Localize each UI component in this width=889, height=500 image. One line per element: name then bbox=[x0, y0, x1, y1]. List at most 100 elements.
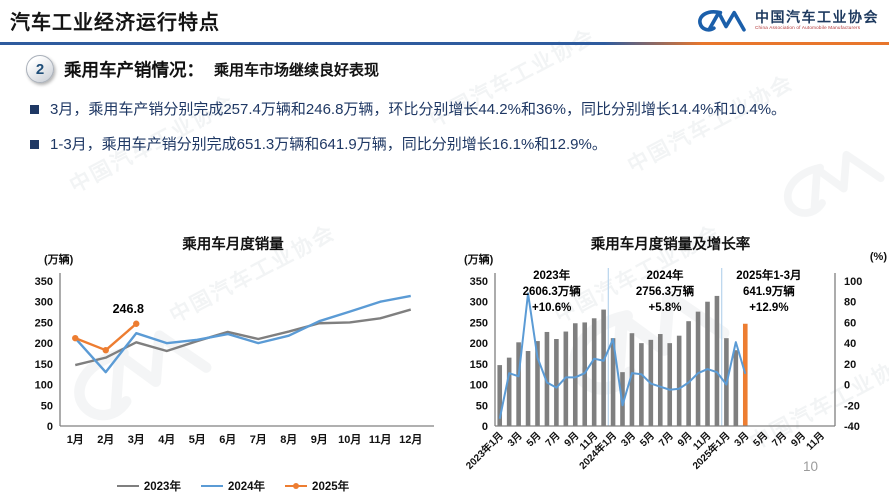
logo-org-name-en: China Association of Automobile Manufact… bbox=[755, 25, 861, 31]
x-tick-label: 7月 bbox=[770, 430, 789, 449]
sales-bar bbox=[657, 334, 663, 426]
left-y-tick-label: 200 bbox=[470, 338, 488, 350]
legend-item: 2024年 bbox=[200, 478, 266, 494]
left-y-tick-label: 0 bbox=[482, 421, 488, 433]
bullet-text: 1-3月，乘用车产销分别完成651.3万辆和641.9万辆，同比分别增长16.1… bbox=[50, 135, 607, 153]
x-tick-label: 11月 bbox=[369, 433, 392, 446]
x-tick-label: 3月 bbox=[128, 433, 145, 446]
x-tick-label: 3月 bbox=[619, 430, 638, 449]
x-tick-label: 9月 bbox=[311, 433, 328, 446]
series-marker bbox=[72, 334, 79, 342]
x-tick-label: 4月 bbox=[158, 433, 175, 446]
monthly-sales-plot: 0 50 100 150 200 250 300 350 1月 2月 3月 4月 5月 6月 7月 8月 9月 1… bbox=[35, 273, 434, 446]
bullet-square-icon bbox=[30, 105, 39, 114]
cm-logo-icon bbox=[698, 9, 746, 32]
left-y-tick-label: 350 bbox=[470, 276, 488, 288]
right-y-tick-label: -20 bbox=[844, 400, 860, 412]
sales-bar bbox=[506, 357, 512, 426]
x-tick-label: 11月 bbox=[804, 430, 827, 453]
y-tick-label: 200 bbox=[35, 338, 53, 350]
x-tick-label: 1月 bbox=[67, 433, 84, 446]
chart-monthly-sales: 乘用车月度销量 (万辆) 0 50 100 150 200 250 300 350 1月 2月 3月… bbox=[20, 228, 446, 498]
series-marker bbox=[102, 346, 109, 354]
monthly-sales-legend: 2023年 2024年 2025年 bbox=[20, 478, 446, 494]
legend-label: 2023年 bbox=[143, 481, 181, 493]
y-axis-unit-label: (万辆) bbox=[44, 254, 74, 266]
sales-bar bbox=[705, 301, 710, 426]
right-y-tick-label: -40 bbox=[844, 421, 860, 433]
right-y-tick-label: 100 bbox=[844, 276, 862, 288]
right-y-tick-label: 40 bbox=[844, 338, 856, 350]
y-tick-label: 300 bbox=[35, 297, 53, 309]
x-tick-label: 8月 bbox=[280, 433, 297, 446]
year-summary-annotation: 2025年1-3月 641.9万辆+12.9% bbox=[736, 268, 801, 314]
x-tick-label: 7月 bbox=[656, 430, 675, 449]
y-tick-label: 50 bbox=[41, 400, 53, 412]
series-marker bbox=[133, 320, 140, 327]
x-tick-label: 2023年1月 bbox=[463, 429, 506, 472]
y-tick-label: 250 bbox=[35, 317, 53, 329]
y-tick-label: 100 bbox=[35, 380, 53, 392]
sales-bar bbox=[742, 323, 748, 426]
left-y-tick-label: 50 bbox=[476, 400, 488, 412]
x-tick-label: 5月 bbox=[751, 430, 770, 449]
chart-title: 乘用车月度销量及增长率 bbox=[590, 237, 751, 253]
sales-bar bbox=[554, 339, 559, 426]
sales-bar bbox=[639, 343, 644, 426]
sales-bar bbox=[601, 309, 606, 426]
sales-bar bbox=[667, 343, 673, 426]
chart-sales-and-growth: 乘用车月度销量及增长率 (万辆) (%) 0 50 100 150 200 250 300 3… bbox=[452, 228, 889, 500]
y-tick-label: 0 bbox=[47, 421, 53, 433]
x-tick-label: 5月 bbox=[524, 430, 543, 449]
sales-bar bbox=[676, 335, 682, 426]
x-tick-label: 3月 bbox=[732, 430, 751, 449]
year-summary-annotation: 2024年 2756.3万辆+5.8% bbox=[636, 268, 695, 314]
caam-logo-text: 中国汽车工业协会 China Association of Automobile… bbox=[755, 8, 879, 31]
chart-title: 乘用车月度销量 bbox=[182, 237, 284, 253]
section-number-badge: 2 bbox=[26, 55, 54, 83]
sales-bar bbox=[695, 311, 701, 426]
sales-bar bbox=[714, 295, 720, 426]
right-axis-unit-label: (%) bbox=[869, 251, 887, 263]
sales-bar bbox=[572, 323, 578, 426]
sales-growth-plot: 0 50 100 150 200 250 300 350 -40 -20 0 20 40 60 80 100 2… bbox=[463, 268, 862, 472]
left-y-tick-label: 250 bbox=[470, 317, 488, 329]
section-subtitle: 乘用车市场继续良好表现 bbox=[214, 61, 380, 79]
legend-label: 2024年 bbox=[227, 481, 266, 493]
sales-bar bbox=[535, 341, 540, 426]
legend-swatch bbox=[285, 482, 308, 489]
x-tick-label: 3月 bbox=[505, 430, 524, 449]
legend-item: 2025年 bbox=[285, 478, 349, 494]
left-y-tick-label: 150 bbox=[470, 359, 488, 371]
left-y-tick-label: 100 bbox=[470, 380, 488, 392]
sales-bar bbox=[591, 318, 597, 426]
legend-label: 2025年 bbox=[312, 481, 350, 493]
sales-bar bbox=[525, 351, 531, 426]
header-divider-rule bbox=[0, 42, 889, 45]
left-axis-unit-label: (万辆) bbox=[464, 254, 494, 266]
right-y-tick-label: 0 bbox=[844, 380, 850, 392]
logo-org-name-cn: 中国汽车工业协会 bbox=[755, 8, 879, 25]
bullet-text: 3月，乘用车产销分别完成257.4万辆和246.8万辆，环比分别增长44.2%和… bbox=[50, 101, 787, 118]
legend-marker-dot bbox=[293, 482, 300, 489]
x-tick-label: 5月 bbox=[189, 433, 206, 446]
data-label: 246.8 bbox=[113, 302, 144, 316]
x-tick-label: 7月 bbox=[543, 430, 562, 449]
bullet-list: 3月，乘用车产销分别完成257.4万辆和246.8万辆，环比分别增长44.2%和… bbox=[30, 97, 862, 167]
right-y-tick-label: 60 bbox=[844, 317, 856, 329]
x-tick-label: 7月 bbox=[250, 433, 267, 446]
bullet-square-icon bbox=[30, 139, 39, 149]
year-summary-annotation: 2023年 2606.3万辆+10.6% bbox=[523, 268, 582, 314]
x-tick-label: 2月 bbox=[97, 433, 114, 446]
right-y-tick-label: 20 bbox=[844, 359, 856, 371]
section-heading: 2 乘用车产销情况： 乘用车市场继续良好表现 bbox=[26, 55, 379, 83]
section-title: 乘用车产销情况： bbox=[64, 59, 204, 80]
sales-bar bbox=[733, 350, 739, 426]
x-tick-label: 12月 bbox=[399, 433, 422, 446]
sales-bar bbox=[497, 365, 503, 426]
x-tick-label: 5月 bbox=[637, 430, 656, 449]
y-tick-label: 150 bbox=[35, 359, 53, 371]
bullet-item: 1-3月，乘用车产销分别完成651.3万辆和641.9万辆，同比分别增长16.1… bbox=[30, 132, 862, 158]
sales-bar bbox=[686, 321, 691, 426]
